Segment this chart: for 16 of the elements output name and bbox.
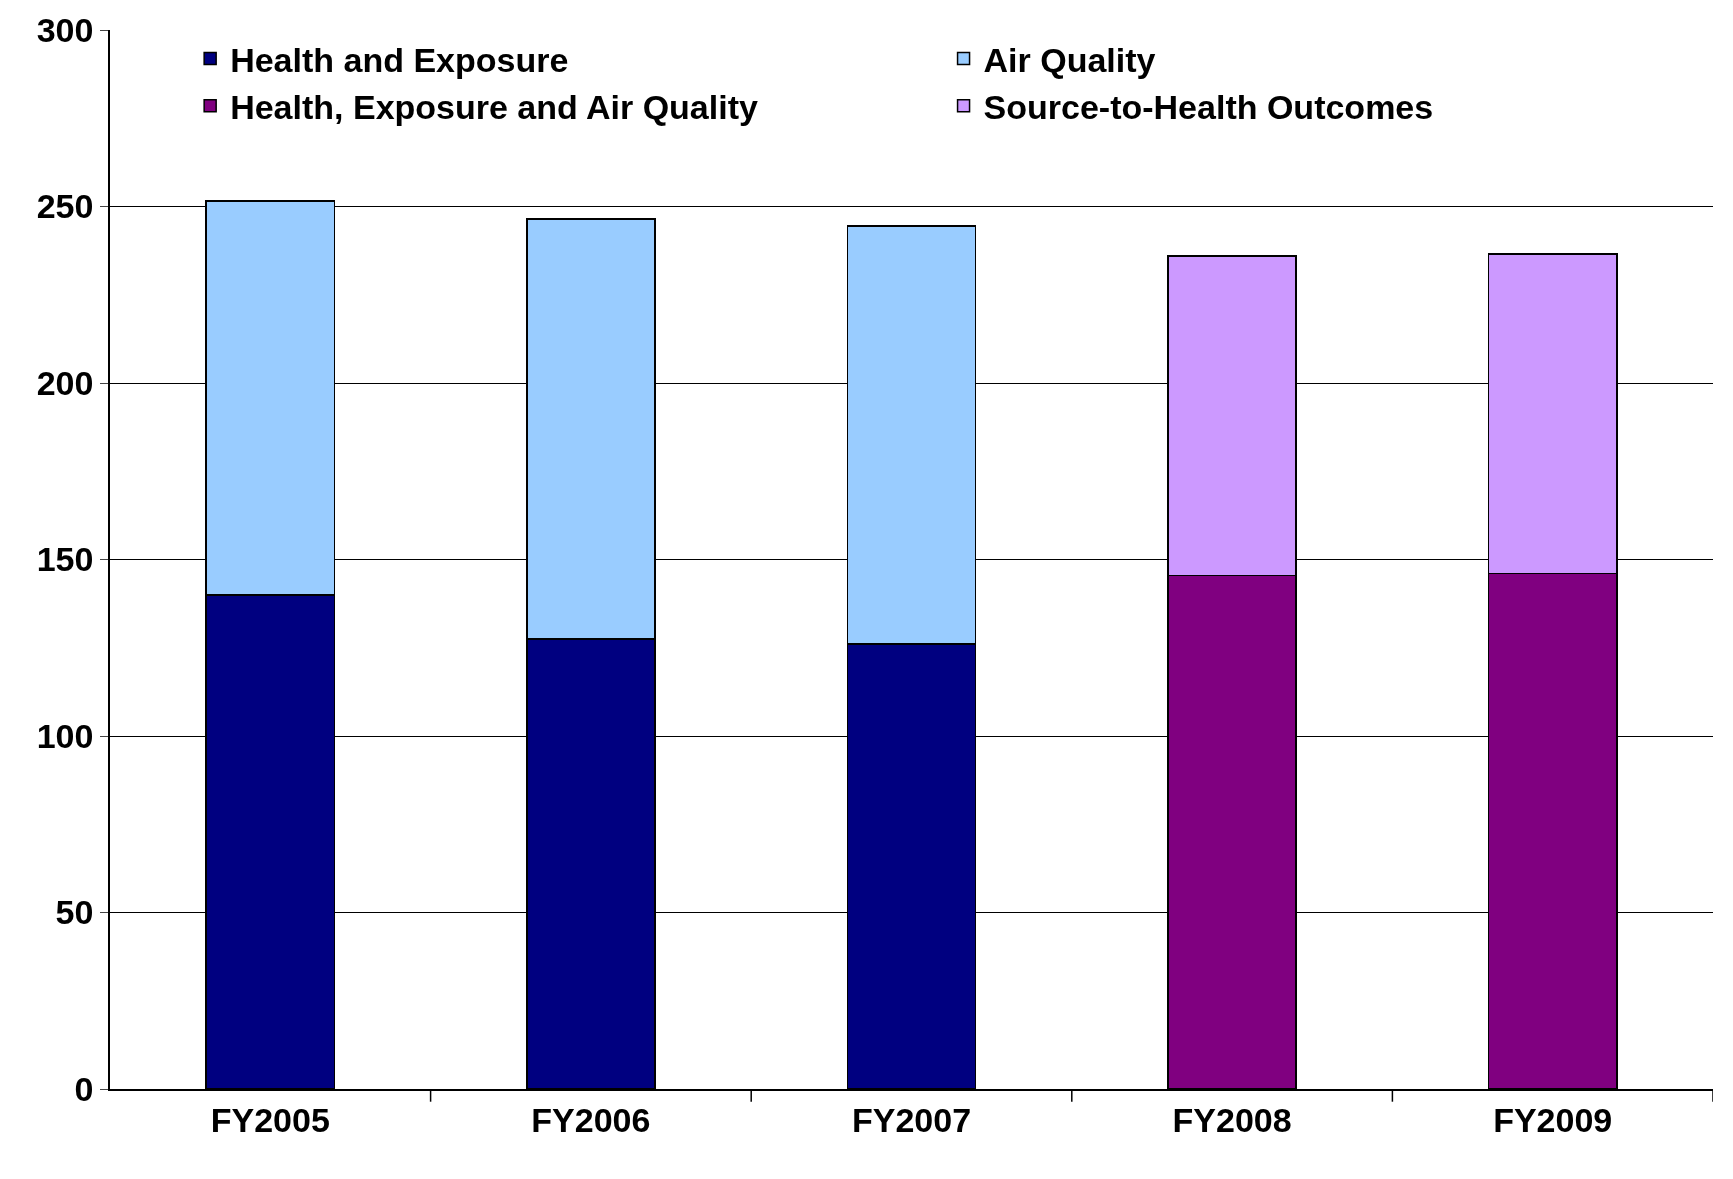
y-tick-label: 100 <box>36 716 94 755</box>
x-tick-label: FY2009 <box>1493 1100 1613 1139</box>
x-tick-label: FY2007 <box>851 1100 972 1139</box>
y-tick-label: 250 <box>36 187 94 226</box>
y-tick-label: 300 <box>36 10 94 49</box>
legend-label: Health and Exposure <box>230 40 569 79</box>
y-tick-label: 200 <box>36 363 94 402</box>
y-tick-label: 50 <box>55 893 94 932</box>
legend-label: Air Quality <box>983 40 1156 79</box>
legend-label: Health, Exposure and Air Quality <box>230 88 758 127</box>
y-tick-label: 150 <box>36 540 94 579</box>
y-tick-label: 0 <box>74 1069 94 1108</box>
x-tick-label: FY2008 <box>1172 1100 1292 1139</box>
x-tick-label: FY2005 <box>210 1100 330 1139</box>
legend-label: Source-to-Health Outcomes <box>983 88 1434 127</box>
x-tick-label: FY2006 <box>531 1100 651 1139</box>
